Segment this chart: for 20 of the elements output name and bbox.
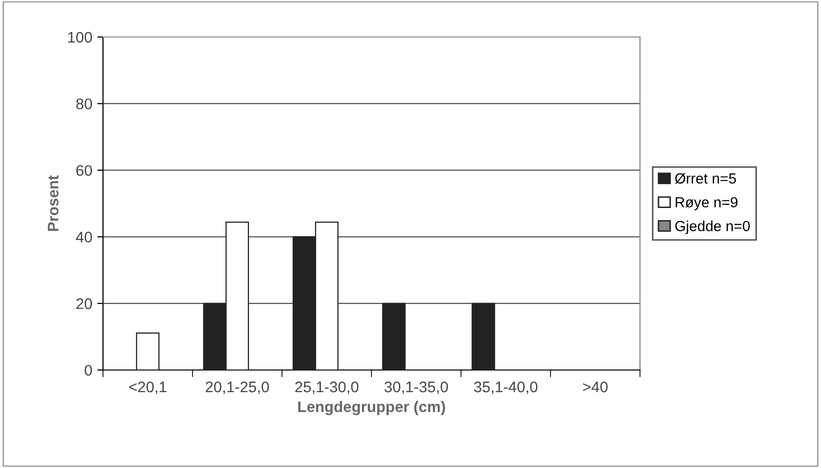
y-tick-label: 0 — [84, 364, 92, 376]
x-tick-label: 35,1-40,0 — [474, 382, 538, 394]
x-tick-label: 30,1-35,0 — [384, 382, 448, 394]
y-axis-title: Prosent — [48, 175, 59, 231]
x-tick-label: 25,1-30,0 — [295, 382, 358, 394]
y-tick-label: 60 — [76, 165, 92, 176]
x-axis-title: Lengdegrupper (cm) — [298, 400, 446, 416]
legend-label: Røye n=9 — [676, 197, 738, 210]
x-tick-label: 20,1-25,0 — [206, 382, 269, 394]
legend-label: Ørret n=5 — [675, 173, 736, 184]
x-tick-label: <20,1 — [129, 382, 166, 394]
legend-label: Gjedde n=0 — [675, 220, 750, 234]
x-tick-label: >40 — [583, 382, 608, 392]
y-tick-label: 80 — [76, 98, 92, 110]
bar — [472, 302, 496, 370]
y-tick-label: 20 — [76, 298, 92, 310]
bar — [382, 302, 406, 370]
bar — [136, 332, 160, 370]
y-tick-label: 40 — [76, 232, 92, 242]
y-tick-label: 100 — [68, 32, 92, 43]
